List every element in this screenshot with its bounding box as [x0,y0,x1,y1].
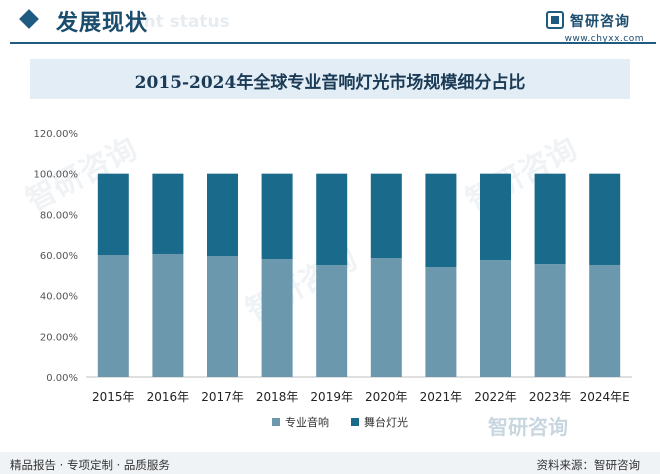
section-header: ent status 发展现状 智研咨询 www.chyxx.com [0,0,660,44]
x-tick-label: 2023年 [529,390,572,404]
x-tick-label: 2015年 [92,390,135,404]
x-tick-label: 2019年 [310,390,353,404]
bar-lighting [97,173,129,255]
y-tick-label: 100.00% [34,170,79,181]
x-tick-label: 2021年 [420,390,463,404]
section-subtitle: ent status [132,12,230,32]
bar-lighting [316,173,348,266]
x-tick-label: 2018年 [256,390,299,404]
stacked-bar-chart: 0.00% 20.00% 40.00% 60.00% 80.00% 100.00% 120.… [34,129,632,429]
x-tick-label: 2017年 [201,390,244,404]
bar-lighting [480,173,511,261]
y-tick-label: 40.00% [40,292,78,303]
bar-audio [589,265,621,377]
bar-audio [534,264,566,377]
bar-audio [97,255,129,377]
legend-label: 舞台灯光 [364,415,408,429]
bar-audio [152,253,184,377]
y-tick-label: 80.00% [40,210,78,221]
bar-audio [261,259,293,377]
footer-tagline: 精品报告 · 专项定制 · 品质服务 [10,458,170,472]
bar-audio [480,260,511,377]
bar-lighting [589,173,621,266]
footer-source: 资料来源：智研咨询 [536,458,641,472]
bar-lighting [370,173,402,259]
bar-audio [370,258,402,377]
x-tick-label: 2016年 [147,390,190,404]
bar-lighting [534,173,566,265]
y-tick-label: 60.00% [40,251,78,262]
y-tick-label: 120.00% [34,129,79,140]
chart-title: 2015-2024年全球专业音响灯光市场规模细分占比 [134,73,526,93]
x-tick-label: 2022年 [474,390,517,404]
bar-audio [207,256,238,377]
chart-title-band: 2015-2024年全球专业音响灯光市场规模细分占比 [30,59,630,99]
bar-audio [425,267,457,377]
bar-lighting [261,173,293,260]
legend-label: 专业音响 [285,415,329,429]
x-tick-label: 2024年E [580,390,630,404]
bar-lighting [207,173,238,257]
brand-block: 智研咨询 [546,10,644,32]
bar-audio [316,265,348,377]
brand-url: www.chyxx.com [564,34,644,44]
brand-name: 智研咨询 [570,14,630,30]
bar-lighting [425,173,457,268]
brand-logo-icon [546,11,564,29]
y-tick-label: 20.00% [40,332,78,343]
section-title: 发展现状 [56,10,149,36]
y-tick-label: 0.00% [46,373,78,384]
header-divider [10,42,656,44]
bar-lighting [152,173,184,254]
legend-swatch [272,418,280,426]
x-tick-label: 2020年 [365,390,408,404]
legend-swatch [351,418,359,426]
watermark-corner: 智研咨询 [488,415,568,439]
footer: 精品报告 · 专项定制 · 品质服务 资料来源：智研咨询 [0,452,660,474]
